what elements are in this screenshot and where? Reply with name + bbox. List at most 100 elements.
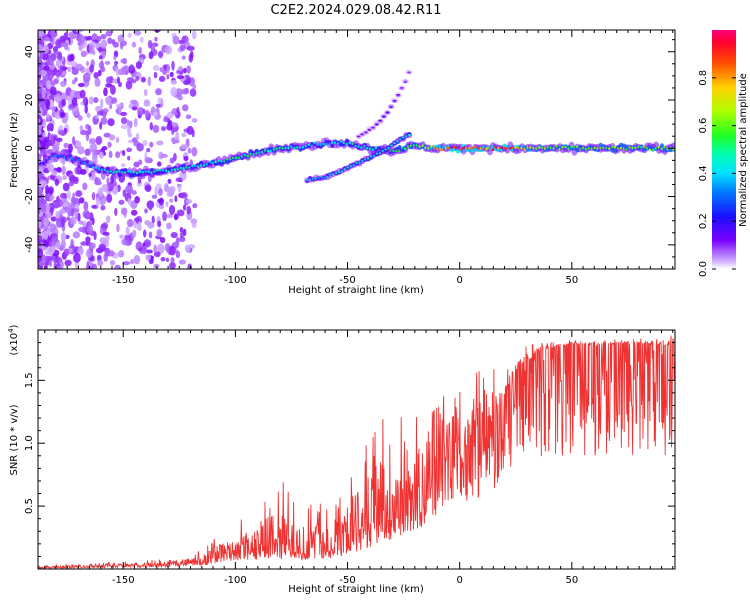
spectrogram-noise-cell (42, 230, 49, 240)
spectrogram-noise-cell (170, 231, 178, 239)
spectrogram-noise-cell (121, 66, 125, 76)
spectrogram-noise-cell (102, 231, 110, 236)
spectrogram-noise-cell (91, 149, 98, 156)
spectrogram-noise-cell (48, 37, 54, 42)
spectrogram-noise-cell (157, 220, 162, 228)
spectrogram-noise-cell (174, 195, 178, 203)
colorbar-tick-label: 0.0 (698, 261, 709, 277)
spectrogram-tertiary-trace-core (396, 93, 400, 96)
spectrogram-noise-cell (165, 257, 169, 263)
spectrogram-noise-cell (157, 188, 163, 196)
spectrogram-noise-cell (127, 132, 133, 138)
spectrogram-noise-cell (66, 189, 71, 200)
spectrogram-noise-cell (164, 45, 173, 55)
spectrogram-main-trace-core (126, 169, 130, 173)
spectrogram-noise-cell (178, 39, 185, 45)
snr-x-axis-label: Height of straight line (km) (288, 584, 424, 595)
spectrogram-noise-cell (153, 111, 158, 117)
spectrogram-noise-cell (169, 198, 174, 203)
spectrogram-noise-cell (100, 98, 104, 109)
spectrogram-noise-cell (48, 260, 53, 268)
spectrogram-noise-cell (162, 64, 168, 70)
spectrogram-noise-cell (120, 207, 128, 215)
colorbar-tick-label: 0.6 (698, 118, 709, 134)
colorbar-gradient (712, 30, 736, 269)
colorbar-label: Normalized spectral amplitude (738, 73, 749, 227)
spectrogram-noise-cell (115, 67, 120, 76)
spectrogram-noise-cell (126, 147, 133, 153)
spectrogram-noise-cell (114, 60, 119, 65)
spectrogram-x-tick-label: 0 (456, 275, 462, 286)
spectrogram-noise-cell (153, 71, 158, 79)
spectrogram-noise-cell (130, 209, 138, 216)
spectrogram-noise-cell (109, 104, 113, 110)
spectrogram-noise-cell (42, 132, 46, 138)
spectrogram-noise-cell (77, 115, 83, 121)
spectrogram-tertiary-trace-core (389, 106, 393, 109)
spectrogram-noise-cell (171, 122, 179, 128)
spectrogram-main-trace-halo (486, 147, 493, 156)
spectrogram-noise-cell (133, 30, 142, 36)
spectrogram-noise-cell (127, 32, 132, 39)
spectrogram-noise-cell (48, 186, 54, 195)
spectrogram-noise-cell (186, 65, 191, 74)
spectrogram-noise-cell (38, 129, 42, 136)
spectrogram-noise-cell (79, 89, 86, 99)
spectrogram-noise-cell (176, 106, 180, 114)
spectrogram-noise-cell (61, 165, 66, 176)
spectrogram-noise-cell (68, 181, 74, 187)
spectrogram-noise-cell (93, 72, 99, 79)
spectrogram-noise-cell (169, 261, 176, 269)
spectrogram-noise-cell (185, 114, 192, 120)
spectrogram-noise-cell (134, 196, 140, 204)
spectrogram-noise-cell (175, 177, 182, 183)
spectrogram-noise-cell (147, 76, 152, 87)
spectrogram-noise-cell (72, 192, 76, 202)
spectrogram-noise-cell (80, 50, 87, 58)
spectrogram-noise-cell (101, 145, 108, 151)
spectrogram-noise-cell (108, 150, 113, 159)
spectrogram-noise-cell (55, 71, 61, 78)
snr-x-tick-label: 0 (456, 575, 462, 586)
spectrogram-noise-cell (60, 92, 67, 102)
spectrogram-noise-cell (60, 111, 66, 118)
spectrogram-noise-cell (125, 226, 130, 236)
spectrogram-noise-cell (38, 96, 44, 103)
spectrogram-noise-cell (84, 104, 88, 114)
spectrogram-noise-cell (78, 197, 85, 204)
spectrogram-noise-cell (91, 217, 95, 226)
spectrogram-noise-cell (85, 131, 90, 142)
spectrogram-noise-cell (117, 34, 125, 43)
spectrogram-tertiary-trace-core (385, 111, 390, 114)
spectrogram-noise-cell (49, 223, 56, 233)
spectrogram-noise-cell (177, 65, 183, 72)
spectrogram-y-axis-label: Frequency (Hz) (9, 112, 20, 188)
spectrogram-noise-cell (133, 117, 138, 128)
spectrogram-noise-cell (187, 263, 193, 269)
spectrogram-noise-cell (61, 98, 66, 107)
spectrogram-noise-cell (86, 112, 91, 118)
spectrogram-main-trace-edge (67, 153, 73, 158)
spectrogram-noise-cell (169, 157, 175, 164)
spectrogram-noise-cell (82, 96, 87, 105)
spectrogram-noise-cell (46, 211, 52, 219)
spectrogram-noise-cell (108, 134, 116, 141)
spectrogram-noise-cell (103, 253, 108, 262)
colorbar-tick-label: 0.4 (698, 165, 709, 181)
spectrogram-noise-cell (77, 145, 85, 155)
spectrogram-noise-cell (105, 215, 111, 224)
spectrogram-noise-cell (168, 204, 176, 215)
snr-y-scale-label: (x104) (7, 324, 20, 355)
spectrogram-noise-cell (47, 71, 54, 80)
spectrogram-noise-cell (158, 204, 165, 210)
spectrogram-noise-cell (82, 72, 91, 83)
spectrogram-noise-cell (102, 108, 109, 113)
spectrogram-noise-cell (148, 231, 153, 239)
spectrogram-noise-cell (157, 229, 162, 238)
spectrogram-tertiary-trace-core (407, 71, 411, 74)
spectrogram-noise-cell (38, 71, 43, 77)
spectrogram-noise-cell (176, 209, 185, 217)
spectrogram-main-trace-core (246, 154, 250, 158)
spectrogram-noise-cell (38, 142, 41, 148)
spectrogram-noise-cell (115, 136, 120, 144)
